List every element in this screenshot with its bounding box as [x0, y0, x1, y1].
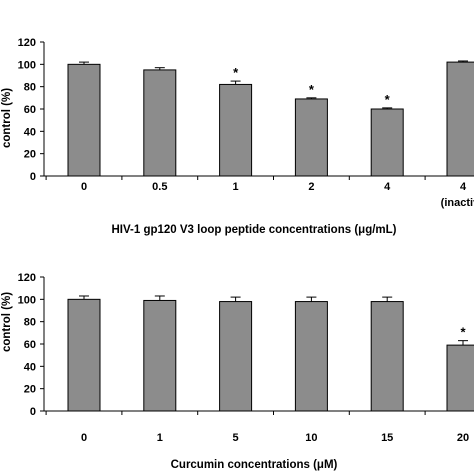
- chart1-y-tick-label: 120: [18, 37, 36, 49]
- chart2-y-tick-label: 100: [18, 294, 36, 306]
- chart2-y-tick-label: 20: [24, 384, 36, 396]
- chart2-y-axis-title: control (%): [1, 292, 13, 352]
- chart2-y-tick-label: 60: [24, 339, 36, 351]
- chart2-x-tick-label: 10: [305, 432, 317, 444]
- chart1-x-tick-label: 0: [81, 181, 87, 193]
- chart1-y-tick-label: 20: [24, 149, 36, 161]
- chart1-x-tick-label: 4: [384, 181, 391, 193]
- chart2-x-tick-label: 1: [157, 432, 163, 444]
- chart1-x-tick-label: 4: [460, 181, 467, 193]
- chart2-x-tick-label: 20: [457, 432, 469, 444]
- chart2-bar: [219, 301, 253, 412]
- chart2-y-tick-label: 40: [24, 361, 36, 373]
- chart2-bar: [294, 301, 328, 412]
- chart1-bar: [446, 61, 474, 177]
- chart2-bar: [143, 299, 177, 412]
- chart1-significance-marker: *: [309, 82, 315, 97]
- chart2-significance-marker: *: [460, 325, 466, 340]
- chart1-y-tick-label: 100: [18, 59, 36, 71]
- chart1-bar: [370, 108, 404, 177]
- chart2-x-tick-label: 0: [81, 432, 87, 444]
- chart1-bar: [294, 98, 328, 177]
- chart1-significance-marker: *: [233, 65, 239, 80]
- chart2-y-tick-label: 0: [30, 406, 36, 418]
- chart1-y-tick-label: 60: [24, 104, 36, 116]
- chart2-bar: [67, 298, 101, 412]
- chart2-bar: [446, 344, 474, 412]
- chart1-x-tick-label: 1: [233, 181, 239, 193]
- chart2-y-tick-label: 120: [18, 272, 36, 284]
- chart1-x-tick-sublabel: (inactiva: [441, 197, 474, 209]
- chart1-y-tick-label: 40: [24, 126, 36, 138]
- chart2-x-tick-label: 15: [381, 432, 393, 444]
- chart1-x-axis-title: HIV-1 gp120 V3 loop peptide concentratio…: [112, 224, 397, 236]
- chart1-y-axis-title: control (%): [1, 88, 13, 148]
- chart2-x-axis-title: Curcumin concentrations (μM): [171, 459, 338, 471]
- chart2-bar: [370, 301, 404, 412]
- chart1-bar: [219, 83, 253, 177]
- chart1-bar: [143, 69, 177, 177]
- chart1-x-tick-label: 0.5: [152, 181, 167, 193]
- chart1-y-tick-label: 80: [24, 82, 36, 94]
- chart1-significance-marker: *: [385, 92, 391, 107]
- chart1-x-tick-label: 2: [308, 181, 314, 193]
- chart1-bar: [67, 63, 101, 177]
- chart2-x-tick-label: 5: [233, 432, 239, 444]
- chart2-y-tick-label: 80: [24, 317, 36, 329]
- chart1-y-tick-label: 0: [30, 171, 36, 183]
